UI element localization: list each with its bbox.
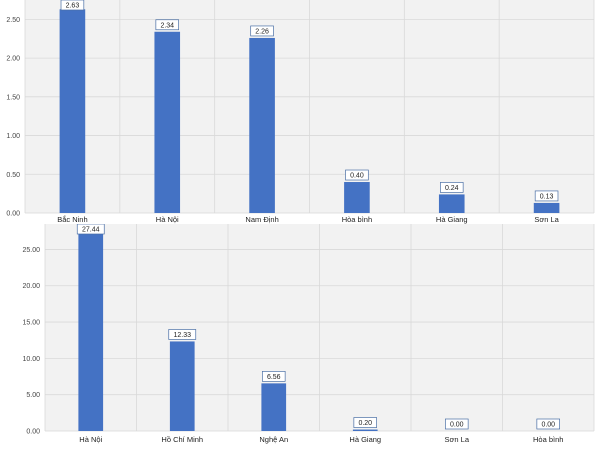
data-label-box	[536, 418, 560, 430]
data-label: 2.63	[66, 3, 80, 10]
y-tick-label: 2.50	[6, 17, 20, 24]
bar[interactable]	[154, 31, 181, 213]
data-label: 0.20	[358, 420, 372, 427]
bar[interactable]	[352, 429, 378, 431]
y-tick-label: 0.00	[26, 429, 40, 436]
data-label: 2.34	[160, 22, 174, 29]
data-label-box	[60, 0, 85, 11]
bar[interactable]	[344, 182, 370, 213]
data-label-box	[250, 25, 274, 37]
data-label-box	[534, 190, 559, 202]
bar-chart-top: 0.00 0.50 1.00 1.50 2.00 2.50 2.63 Bắc Ninh 2.34…	[6, 0, 595, 224]
x-category-label: Hà Giang	[349, 435, 381, 444]
data-label: 2.26	[255, 28, 269, 35]
y-tick-label: 0.50	[6, 172, 20, 179]
bar[interactable]	[438, 194, 465, 213]
x-category-label: Hà Giang	[436, 215, 468, 224]
x-category-label: Hà Nội	[79, 435, 102, 444]
data-label: 12.33	[173, 332, 191, 339]
x-category-label: Nam Định	[245, 215, 278, 224]
y-tick-label: 2.00	[6, 56, 20, 63]
data-label-box	[168, 329, 197, 340]
data-label: 0.00	[541, 422, 555, 429]
data-label-box	[155, 19, 180, 31]
y-tick-label: 1.50	[6, 94, 20, 101]
y-tick-label: 10.00	[22, 356, 40, 363]
x-category-label: Nghệ An	[259, 435, 288, 444]
data-label: 0.13	[540, 193, 554, 200]
data-label-box	[445, 418, 469, 430]
x-category-label: Hồ Chí Minh	[161, 435, 203, 444]
x-category-label: Sơn La	[534, 215, 559, 224]
x-category-label: Hòa bình	[533, 435, 563, 444]
bar[interactable]	[169, 341, 195, 431]
data-label-box	[345, 169, 369, 181]
y-tick-label: 0.00	[6, 211, 20, 218]
bar-chart-bottom: 0.00 5.00 10.00 15.00 20.00 25.00 27.44 Hà Nội 1…	[22, 224, 595, 444]
bar[interactable]	[78, 231, 104, 431]
x-category-label: Sơn La	[444, 435, 469, 444]
x-category-label: Bắc Ninh	[57, 215, 87, 224]
x-category-label: Hòa bình	[342, 215, 372, 224]
y-tick-label: 20.00	[22, 283, 40, 290]
y-tick-label: 1.00	[6, 133, 20, 140]
data-label-box	[353, 417, 378, 428]
data-label-box	[440, 182, 464, 193]
data-label: 0.00	[450, 422, 464, 429]
data-label: 6.56	[267, 374, 281, 381]
bar[interactable]	[59, 9, 86, 214]
data-label: 0.40	[350, 173, 364, 180]
bar[interactable]	[261, 383, 287, 431]
y-tick-label: 25.00	[22, 247, 40, 254]
data-label: 0.24	[445, 185, 459, 192]
data-label-box	[76, 224, 105, 235]
x-category-label: Hà Nội	[156, 215, 179, 224]
data-label: 27.44	[82, 227, 100, 234]
y-tick-label: 15.00	[22, 320, 40, 327]
bar[interactable]	[249, 37, 275, 213]
data-label-box	[262, 371, 286, 382]
bar[interactable]	[533, 202, 560, 213]
y-tick-label: 5.00	[26, 392, 40, 399]
